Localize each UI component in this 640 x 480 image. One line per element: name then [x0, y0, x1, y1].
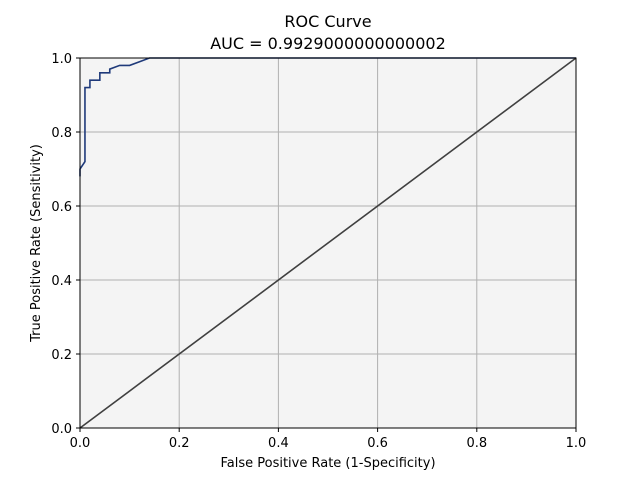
y-tick-label: 1.0	[51, 52, 72, 67]
x-tick-label: 0.0	[70, 436, 91, 451]
chart-subtitle: AUC = 0.9929000000000002	[210, 34, 446, 53]
y-tick-label: 0.8	[51, 126, 72, 141]
x-tick-label: 0.8	[466, 436, 487, 451]
roc-curve-line	[79, 57, 576, 177]
tick-group: 0.0 0.2 0.4 0.6 0.8 1.0 0.0 0.2 0.4 0.6 0.8 1.0	[51, 52, 586, 451]
plot-frame	[79, 57, 577, 429]
y-tick-label: 0.2	[51, 348, 72, 363]
x-tick-label: 0.2	[169, 436, 190, 451]
x-tick-label: 0.6	[367, 436, 388, 451]
series-group	[79, 57, 577, 429]
x-axis-label: False Positive Rate (1-Specificity)	[220, 456, 435, 471]
y-axis-label: True Positive Rate (Sensitivity)	[29, 144, 44, 343]
y-tick-label: 0.6	[51, 200, 72, 215]
grid-lines	[79, 57, 577, 429]
chart-title: ROC Curve	[284, 12, 371, 31]
diagonal-reference-line	[79, 57, 577, 429]
x-tick-label: 1.0	[566, 436, 587, 451]
x-tick-label: 0.4	[268, 436, 289, 451]
y-tick-label: 0.0	[51, 422, 72, 437]
y-tick-label: 0.4	[51, 274, 72, 289]
